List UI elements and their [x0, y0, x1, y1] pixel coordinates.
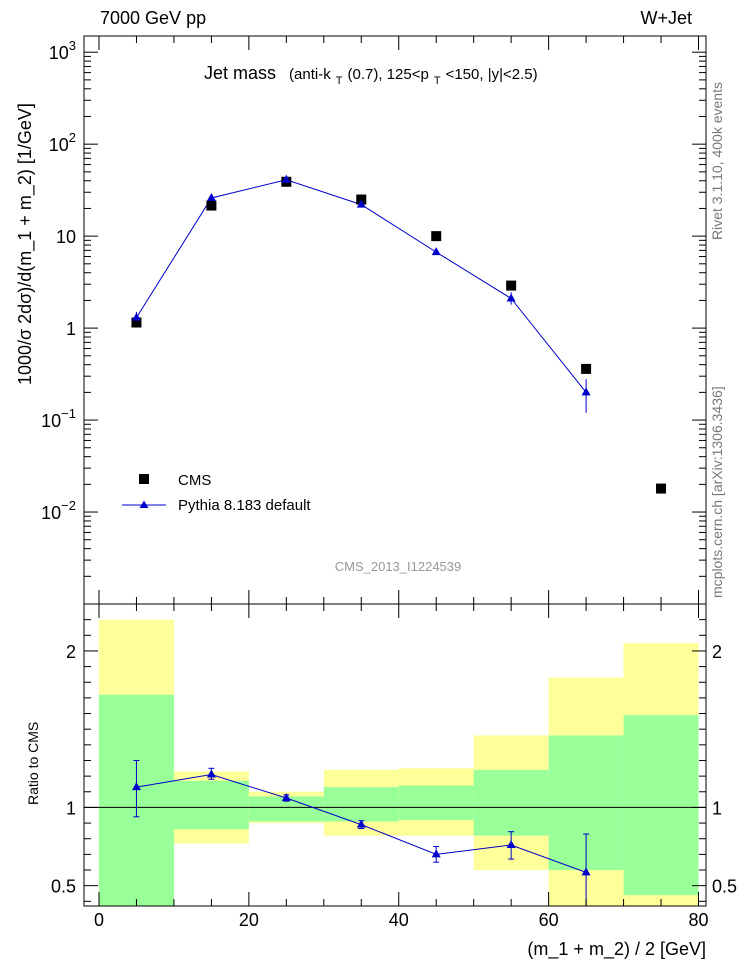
- legend-cms-marker: [139, 474, 149, 484]
- x-tick-label: 0: [94, 910, 104, 930]
- cms-data-point: [131, 317, 142, 328]
- main-y-tick-label: 10: [56, 227, 76, 247]
- ratio-band-green: [398, 785, 474, 820]
- cms-data-point: [581, 363, 592, 374]
- cms-data-point: [506, 280, 517, 291]
- ratio-data-point: [506, 839, 516, 848]
- main-y-tick-label: 103: [49, 38, 76, 63]
- main-y-axis-label: 1000/σ 2dσ)/d(m_1 + m_2) [1/GeV]: [15, 103, 36, 385]
- header-right-label: W+Jet: [640, 8, 692, 28]
- ratio-y-axis-label: Ratio to CMS: [25, 722, 41, 805]
- pythia-data-point: [431, 247, 441, 256]
- rivet-label: Rivet 3.1.10, 400k events: [709, 82, 725, 240]
- header-left-label: 7000 GeV pp: [100, 8, 206, 28]
- pythia-series-line: [136, 179, 587, 393]
- ratio-data-point: [281, 793, 291, 802]
- ratio-y-ticks: 0.5 0.5 1 1 2 2: [51, 619, 737, 902]
- ratio-y-tick-label-right: 1: [712, 798, 722, 818]
- ratio-data-point: [206, 769, 216, 778]
- x-tick-label: 80: [688, 910, 708, 930]
- pythia-data-point: [356, 199, 366, 208]
- analysis-id: CMS_2013_I1224539: [335, 559, 462, 574]
- main-y-tick-label: 102: [49, 130, 76, 155]
- pythia-data-point: [131, 312, 141, 321]
- mcplots-label: mcplots.cern.ch [arXiv:1306.3436]: [709, 386, 725, 598]
- cms-data-point: [356, 194, 367, 205]
- ratio-band-green: [623, 715, 699, 896]
- pythia-data-point: [581, 387, 591, 396]
- main-y-tick-label: 10−2: [41, 498, 76, 523]
- plot-title: Jet mass (anti-k T (0.7), 125<p T <150, …: [204, 63, 538, 88]
- ratio-band-green: [323, 787, 399, 822]
- cms-data-point: [206, 200, 217, 211]
- ratio-y-tick-label-right: 2: [712, 642, 722, 662]
- ratio-y-tick-label-left: 2: [66, 642, 76, 662]
- ratio-y-tick-label-left: 0.5: [51, 877, 76, 897]
- main-plot-frame: [83, 35, 707, 605]
- legend-pythia-marker: [139, 500, 149, 508]
- ratio-data-point: [356, 819, 366, 828]
- plot-title-detail-a-sub: T: [336, 75, 343, 87]
- ratio-y-tick-label-left: 1: [66, 798, 76, 818]
- plot-title-main: Jet mass: [204, 63, 276, 83]
- plot-title-detail-b-sub: T: [434, 75, 441, 87]
- ratio-data-point: [131, 782, 141, 791]
- ratio-x-ticks: 0 20 40 60 80: [94, 604, 709, 930]
- pythia-data-point: [281, 174, 291, 183]
- x-tick-label: 40: [389, 910, 409, 930]
- ratio-data-point: [431, 849, 441, 858]
- plot-title-detail-a: (anti-k: [289, 66, 331, 83]
- ratio-data-point: [581, 867, 591, 876]
- legend: CMS Pythia 8.183 default: [122, 472, 311, 514]
- ratio-bands: [98, 619, 699, 906]
- ratio-panel: 0.5 0.5 1 1 2 2 0 20 40 60 80 Ratio to CMS (m_1 +…: [25, 603, 737, 960]
- cms-data-point: [431, 231, 442, 242]
- legend-cms-label: CMS: [178, 472, 211, 489]
- ratio-y-tick-label-right: 0.5: [712, 877, 737, 897]
- plot-title-detail-b: (0.7), 125<p: [348, 66, 429, 83]
- pythia-data-point: [206, 192, 216, 201]
- main-data-layer: [131, 174, 667, 494]
- plot-title-detail-c: <150, |y|<2.5): [446, 66, 538, 83]
- ratio-data-layer: [131, 759, 591, 906]
- x-tick-label: 20: [239, 910, 259, 930]
- ratio-band-green: [473, 769, 549, 836]
- main-y-tick-label: 10−1: [41, 406, 76, 431]
- x-axis-label: (m_1 + m_2) / 2 [GeV]: [527, 939, 706, 960]
- pythia-data-point: [506, 293, 516, 302]
- cms-data-point: [656, 483, 667, 494]
- ratio-band-green: [173, 780, 249, 830]
- legend-pythia-label: Pythia 8.183 default: [178, 497, 311, 514]
- x-tick-label: 60: [539, 910, 559, 930]
- main-y-tick-label: 1: [66, 319, 76, 339]
- ratio-plot-frame: [83, 603, 707, 907]
